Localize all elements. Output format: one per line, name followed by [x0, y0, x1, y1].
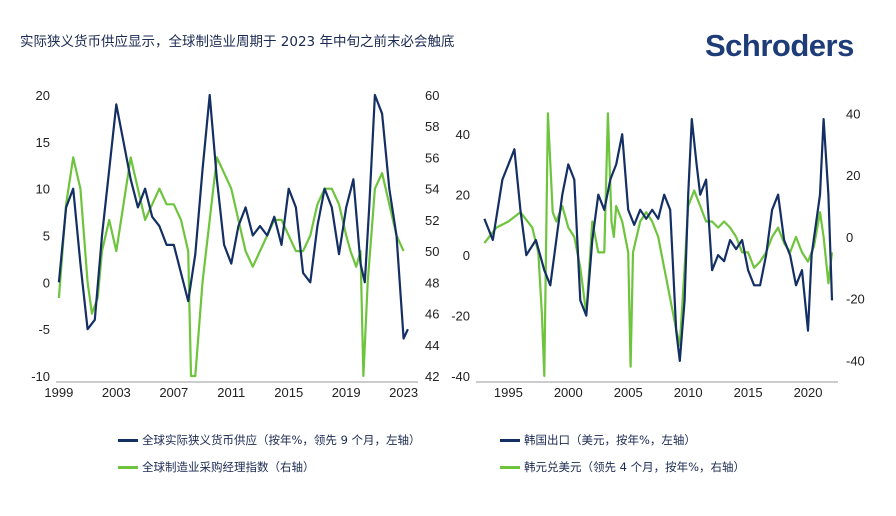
- right-y-tick-label: 52: [425, 213, 439, 228]
- left-y-tick-label: 0: [43, 275, 50, 290]
- brand-logo: Schroders: [705, 28, 854, 63]
- x-tick-label: 2000: [554, 385, 583, 400]
- legend-swatch-green: [500, 465, 520, 469]
- right-y-tick-label: 48: [425, 275, 439, 290]
- right-y-tick-label: -40: [846, 354, 865, 369]
- right-y-tick-label: 46: [425, 307, 439, 322]
- x-tick-label: 2015: [734, 385, 763, 400]
- navy-series-line: [57, 93, 409, 340]
- green-series-line: [57, 156, 405, 378]
- right-y-tick-label: 20: [846, 168, 860, 183]
- right-y-tick-label: 54: [425, 182, 439, 197]
- legend-left-green: 全球制造业采购经理指数（右轴）: [118, 459, 315, 475]
- left-y-tick-label: 0: [463, 248, 470, 263]
- right-y-tick-label: 58: [425, 119, 439, 134]
- legend-label: 全球制造业采购经理指数（右轴）: [142, 460, 315, 474]
- left-y-tick-label: -20: [451, 309, 470, 324]
- legend-right-green: 韩元兑美元（领先 4 个月，按年%，右轴）: [500, 459, 745, 475]
- legend-label: 全球实际狭义货币供应（按年%，领先 9 个月，左轴）: [142, 433, 421, 447]
- x-tick-label: 2003: [102, 385, 131, 400]
- right-y-tick-label: 56: [425, 150, 439, 165]
- x-tick-label: 2023: [389, 385, 418, 400]
- left-y-tick-label: 5: [43, 229, 50, 244]
- left-y-tick-label: 10: [36, 182, 50, 197]
- legend-swatch-navy: [500, 438, 520, 442]
- x-tick-label: 2011: [217, 385, 245, 400]
- page-title: 实际狭义货币供应显示，全球制造业周期于 2023 年中旬之前末必会触底: [20, 34, 455, 50]
- left-y-tick-label: 15: [36, 135, 50, 150]
- right-y-tick-label: 42: [425, 369, 439, 384]
- legend-label: 韩国出口（美元，按年%，左轴）: [524, 433, 696, 447]
- legend-swatch-navy: [118, 438, 138, 442]
- x-tick-label: 2005: [614, 385, 643, 400]
- left-y-tick-label: -10: [31, 369, 50, 384]
- right-y-tick-label: 0: [846, 230, 853, 245]
- legend-left-navy: 全球实际狭义货币供应（按年%，领先 9 个月，左轴）: [118, 432, 421, 448]
- green-series-line: [483, 112, 834, 378]
- right-y-tick-label: 40: [846, 106, 860, 121]
- left-y-tick-label: -5: [38, 322, 50, 337]
- navy-series-line: [483, 117, 834, 362]
- x-tick-label: 2020: [794, 385, 823, 400]
- x-tick-label: 1995: [494, 385, 523, 400]
- right-y-tick-label: 60: [425, 88, 439, 103]
- x-tick-label: 2010: [674, 385, 703, 400]
- left-y-tick-label: 20: [36, 88, 50, 103]
- left-y-tick-label: 40: [456, 127, 470, 142]
- right-y-tick-label: 50: [425, 244, 439, 259]
- legend-label: 韩元兑美元（领先 4 个月，按年%，右轴）: [524, 460, 746, 474]
- legend-right-navy: 韩国出口（美元，按年%，左轴）: [500, 432, 696, 448]
- x-tick-label: 2015: [274, 385, 303, 400]
- legend-swatch-green: [118, 465, 138, 469]
- left-y-tick-label: -40: [451, 369, 470, 384]
- left-y-tick-label: 20: [456, 188, 470, 203]
- x-tick-label: 2019: [332, 385, 361, 400]
- right-y-tick-label: -20: [846, 292, 865, 307]
- x-tick-label: 1999: [44, 385, 73, 400]
- right-y-tick-label: 44: [425, 338, 439, 353]
- x-tick-label: 2007: [159, 385, 188, 400]
